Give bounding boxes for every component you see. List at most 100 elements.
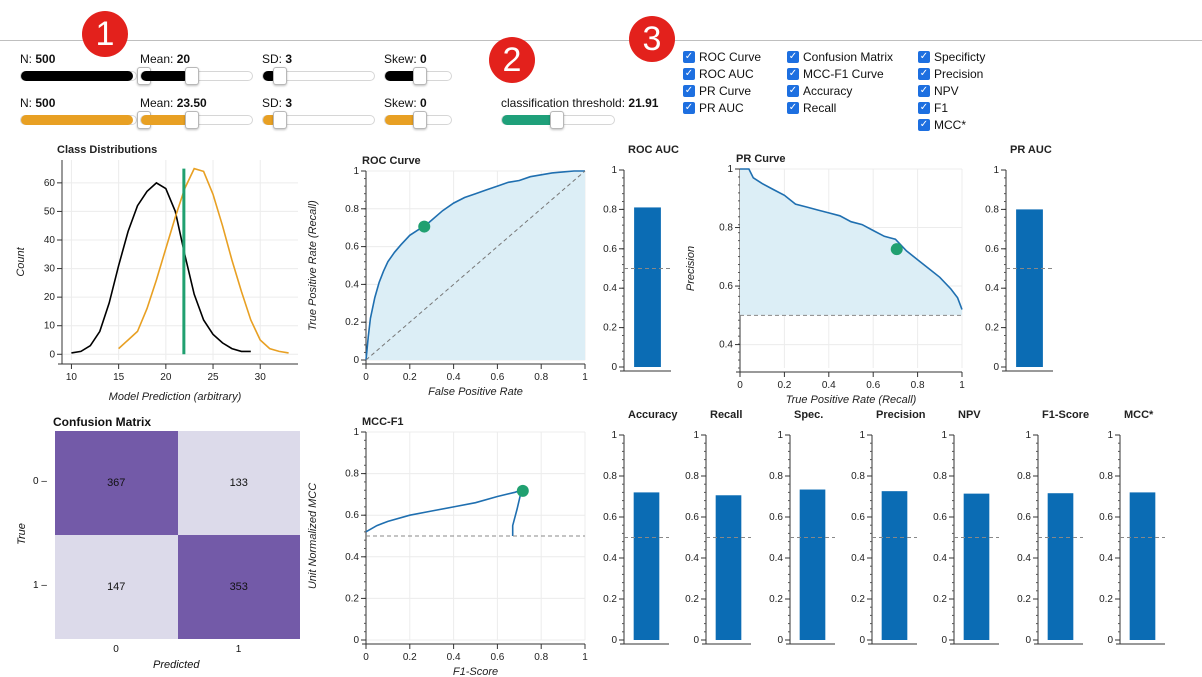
confusion-col-label: 0	[113, 644, 119, 655]
metric-npv-ytick-label: 1	[941, 430, 947, 441]
checkbox-roc-auc[interactable]: ✓ ROC AUC	[683, 67, 754, 81]
checkbox-check-icon[interactable]: ✓	[787, 51, 799, 63]
checkbox-pr-auc[interactable]: ✓ PR AUC	[683, 101, 744, 115]
roc-xtick-label: 0.6	[490, 372, 504, 383]
class0-skew-slider-fill	[385, 71, 421, 81]
class0-mean-slider[interactable]	[140, 67, 253, 85]
checkbox-check-icon[interactable]: ✓	[918, 85, 930, 97]
checkbox-label: Recall	[803, 101, 837, 115]
checkbox-check-icon[interactable]: ✓	[683, 102, 695, 114]
checkbox-npv[interactable]: ✓ NPV	[918, 84, 959, 98]
checkbox-confusion-matrix[interactable]: ✓ Confusion Matrix	[787, 50, 893, 64]
threshold-slider-handle[interactable]	[550, 111, 564, 129]
confusion-cell-1-0: 147	[55, 535, 178, 639]
metric-mcc-ytick-label: 1	[1107, 430, 1113, 441]
class1-n-label-text: N:	[20, 96, 36, 110]
checkbox-check-icon[interactable]: ✓	[683, 68, 695, 80]
metric-accuracy-title: Accuracy	[628, 409, 678, 421]
roc-curve	[365, 170, 585, 361]
dist-xtick-label: 15	[113, 372, 125, 383]
dist-series-class1	[118, 167, 289, 354]
roc-auc-ytick-label: 0	[611, 362, 617, 373]
checkbox-specificty[interactable]: ✓ Specificty	[918, 50, 985, 64]
class0-sd-slider[interactable]	[262, 67, 375, 85]
confusion-col-label: 1	[235, 644, 242, 655]
metric-f1-score-ytick-label: 1	[1025, 430, 1031, 441]
metric-npv-bar	[963, 493, 990, 640]
dist-ytick-label: 10	[44, 321, 56, 332]
class0-sd-slider-fill	[263, 71, 277, 81]
metric-spec-title: Spec.	[794, 409, 823, 421]
class1-skew-label-text: Skew:	[384, 96, 421, 110]
metric-precision-ytick-label: 0.6	[851, 512, 865, 523]
mcc-ytick-label: 0.4	[345, 552, 359, 563]
metric-accuracy-ytick-label: 0.4	[603, 553, 617, 564]
class1-sd-slider[interactable]	[262, 111, 375, 129]
checkbox-label: Accuracy	[803, 84, 853, 98]
checkbox-recall[interactable]: ✓ Recall	[787, 101, 836, 115]
checkbox-mcc-f1-curve[interactable]: ✓ MCC-F1 Curve	[787, 67, 884, 81]
threshold-label-text: classification threshold:	[501, 96, 629, 110]
confusion-cell-0-1: 133	[177, 431, 300, 535]
pr-ylabel: Precision	[685, 246, 697, 291]
mcc-ytick-label: 0.6	[345, 510, 359, 521]
checkbox-label: F1	[934, 101, 949, 115]
checkbox-check-icon[interactable]: ✓	[787, 85, 799, 97]
roc-xtick-label: 0	[363, 372, 369, 383]
confusion-xlabel: Predicted	[153, 659, 200, 671]
metric-accuracy-ytick-label: 0	[611, 635, 617, 646]
checkbox-check-icon[interactable]: ✓	[918, 102, 930, 114]
checkbox-check-icon[interactable]: ✓	[787, 102, 799, 114]
pr-xtick-label: 0	[737, 380, 743, 391]
checkbox-check-icon[interactable]: ✓	[683, 51, 695, 63]
checkbox-label: PR AUC	[699, 101, 744, 115]
threshold-slider[interactable]	[501, 111, 615, 129]
checkbox-label: MCC-F1 Curve	[803, 67, 884, 81]
mcc-xtick-label: 0.8	[534, 652, 548, 663]
threshold-value: 21.91	[628, 96, 659, 110]
metric-mcc-ytick-label: 0	[1107, 635, 1113, 646]
pr-xtick-label: 1	[959, 380, 965, 391]
class1-mean-slider-handle[interactable]	[185, 111, 199, 129]
step-badge-1: 1	[82, 11, 128, 57]
checkbox-check-icon[interactable]: ✓	[918, 51, 930, 63]
class1-skew-slider-handle[interactable]	[413, 111, 427, 129]
class0-n-value: 500	[35, 52, 56, 66]
class0-skew-slider-handle[interactable]	[413, 67, 427, 85]
roc-xlabel: False Positive Rate	[428, 386, 523, 398]
roc-auc-ytick-label: 0.2	[603, 323, 617, 334]
class0-mean-label: Mean: 20	[140, 52, 190, 66]
mcc-ytick-label: 1	[353, 427, 359, 438]
class0-n-label-text: N:	[20, 52, 36, 66]
metric-precision-ytick-label: 0	[859, 635, 865, 646]
class1-skew-label: Skew: 0	[384, 96, 427, 110]
roc-ytick-label: 0.6	[345, 242, 359, 253]
checkbox-mcc[interactable]: ✓ MCC*	[918, 118, 966, 132]
pr-auc-title: PR AUC	[1010, 144, 1052, 156]
metric-precision-bar	[881, 491, 908, 640]
class0-sd-slider-handle[interactable]	[273, 67, 287, 85]
checkbox-check-icon[interactable]: ✓	[918, 68, 930, 80]
checkbox-check-icon[interactable]: ✓	[918, 119, 930, 131]
checkbox-pr-curve[interactable]: ✓ PR Curve	[683, 84, 751, 98]
roc-threshold-marker	[418, 220, 431, 233]
metric-mcc-title: MCC*	[1124, 409, 1154, 421]
pr-ytick-label: 0.6	[719, 281, 733, 292]
class0-mean-slider-handle[interactable]	[185, 67, 199, 85]
checkbox-check-icon[interactable]: ✓	[787, 68, 799, 80]
metric-accuracy-ytick-label: 0.6	[603, 512, 617, 523]
mcc-curve	[365, 489, 523, 536]
class1-skew-slider[interactable]	[384, 111, 452, 129]
checkbox-precision[interactable]: ✓ Precision	[918, 67, 983, 81]
metric-spec-ytick-label: 0.6	[769, 512, 783, 523]
confusion-ylabel: True	[15, 523, 28, 545]
checkbox-f1[interactable]: ✓ F1	[918, 101, 948, 115]
checkbox-check-icon[interactable]: ✓	[683, 85, 695, 97]
class1-sd-slider-handle[interactable]	[273, 111, 287, 129]
checkbox-roc-curve[interactable]: ✓ ROC Curve	[683, 50, 761, 64]
checkbox-accuracy[interactable]: ✓ Accuracy	[787, 84, 852, 98]
class1-mean-slider[interactable]	[140, 111, 253, 129]
pr-xtick-label: 0.4	[822, 380, 836, 391]
class0-skew-slider[interactable]	[384, 67, 452, 85]
